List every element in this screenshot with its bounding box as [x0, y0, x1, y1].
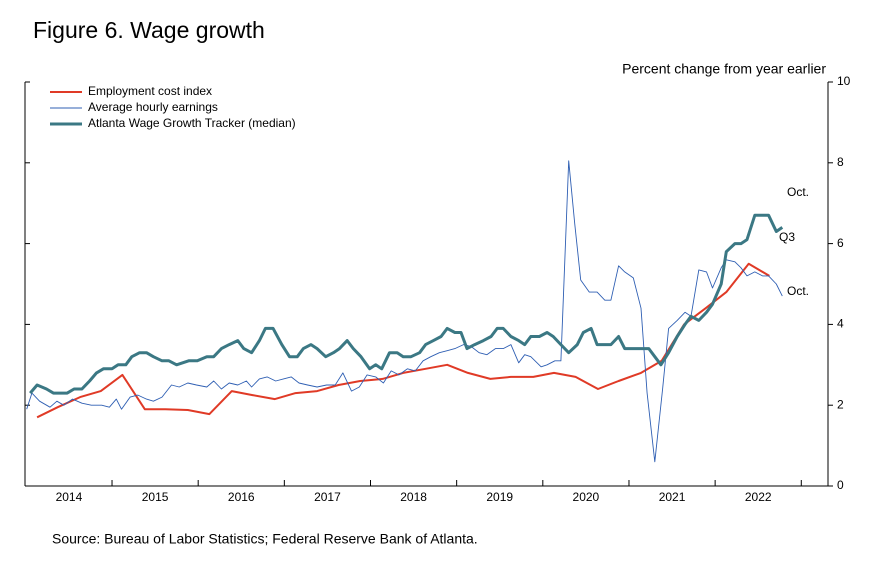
x-tick-label: 2021: [659, 490, 686, 504]
annotation: Oct.: [787, 185, 809, 199]
source: Source: Bureau of Labor Statistics; Fede…: [52, 531, 478, 547]
x-tick-label: 2019: [486, 490, 513, 504]
x-tick-label: 2022: [745, 490, 772, 504]
y-tick-label: 6: [837, 236, 844, 250]
series-line: [29, 213, 784, 395]
x-tick-label: 2014: [56, 490, 83, 504]
series-line: [36, 262, 770, 419]
annotation: Oct.: [787, 284, 809, 298]
x-tick-label: 2015: [142, 490, 169, 504]
x-tick-label: 2020: [573, 490, 600, 504]
y-tick-label: 8: [837, 155, 844, 169]
x-tick-label: 2018: [400, 490, 427, 504]
legend-label: Atlanta Wage Growth Tracker (median): [88, 116, 296, 130]
y-axis-label: Percent change from year earlier: [622, 61, 826, 77]
legend-label: Average hourly earnings: [88, 100, 218, 114]
y-tick-label: 0: [837, 478, 844, 492]
x-tick-label: 2017: [314, 490, 341, 504]
y-tick-label: 2: [837, 397, 844, 411]
chart-title: Figure 6. Wage growth: [33, 17, 265, 43]
series-line: [26, 160, 783, 463]
annotation: Q3: [779, 230, 795, 244]
legend-label: Employment cost index: [88, 84, 212, 98]
y-tick-label: 10: [837, 74, 851, 88]
x-tick-label: 2016: [228, 490, 255, 504]
y-tick-label: 4: [837, 317, 844, 331]
